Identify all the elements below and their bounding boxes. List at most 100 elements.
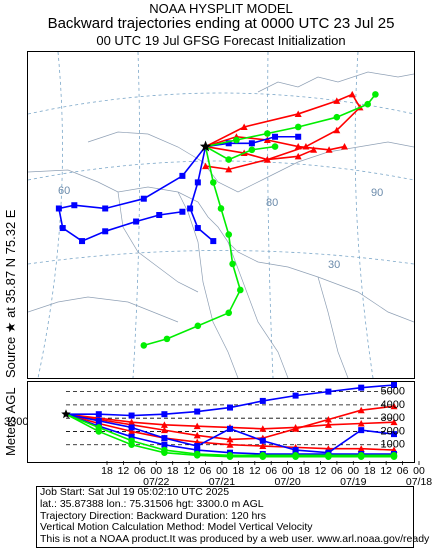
map-track-point-red-1-1	[240, 123, 248, 130]
height-point-red-2-9	[357, 419, 365, 427]
x-hour-tick-20: 00	[413, 465, 425, 477]
map-track-point-red-1-7	[302, 143, 310, 150]
map-track-point-green-8-3	[294, 123, 302, 131]
x-hour-tick-2: 12	[118, 465, 130, 477]
grid-label-80: 80	[266, 197, 278, 209]
height-point-red-3-6	[259, 442, 267, 450]
vertical-profile-chart	[61, 382, 398, 460]
lat-label-30: 30	[328, 259, 340, 271]
height-point-red-2-6	[259, 425, 267, 432]
x-tick-labels: 18 12 06 00 18 12 06 00 18 12 06 00 18 12 06 00 18 12 06 00…	[101, 461, 432, 488]
height-point-blue-5-1	[95, 417, 102, 424]
source-location-label: Source ★ at 35.87 N 75.32 E	[3, 209, 18, 378]
height-point-blue-4-4	[194, 408, 201, 415]
map-track-point-blue-6-4	[210, 238, 217, 245]
map-track-blue-4	[57, 146, 207, 242]
height-point-green-8-10	[390, 453, 398, 460]
height-point-blue-5-5	[227, 425, 233, 432]
height-point-blue-5-9	[358, 427, 365, 434]
map-track-point-green-7-9	[140, 342, 148, 349]
height-series-blue-4	[66, 384, 395, 417]
height-point-red-1-8	[324, 416, 332, 423]
x-hour-tick-5: 18	[167, 465, 179, 477]
height-point-blue-4-6	[259, 397, 266, 404]
direction-text: Trajectory Direction: Backward Duration:…	[40, 509, 267, 522]
map-track-point-green-7-6	[225, 309, 233, 317]
map-track-point-blue-6-3	[194, 225, 201, 232]
map-track-point-red-3-2	[263, 156, 271, 163]
map-track-point-blue-6-2	[187, 205, 194, 212]
height-point-blue-6-2	[128, 433, 135, 440]
x-hour-tick-17: 18	[364, 465, 376, 477]
x-hour-tick-12: 00	[282, 465, 294, 477]
map-track-green-9	[205, 145, 276, 161]
height-point-red-2-4	[193, 422, 201, 430]
height-point-red-2-10	[390, 418, 398, 426]
map-track-point-green-7-7	[194, 322, 202, 330]
job-start-text: Job Start: Sat Jul 19 05:02:10 UTC 2025	[40, 486, 230, 498]
chart-subtitle: 00 UTC 19 Jul GFSG Forecast Initializati…	[96, 33, 346, 48]
vertical-axis-label: Meters AGL	[3, 387, 18, 456]
x-hour-tick-13: 18	[298, 465, 310, 477]
height-point-blue-6-3	[161, 441, 168, 448]
map-track-point-blue-4-7	[79, 238, 86, 245]
map-track-point-blue-4-11	[179, 208, 186, 215]
chart-title: Backward trajectories ending at 0000 UTC…	[47, 15, 395, 32]
map-track-point-blue-4-3	[102, 205, 109, 212]
x-hour-tick-16: 00	[347, 465, 359, 477]
map-track-point-blue-4-8	[102, 228, 109, 235]
map-track-point-red-1-2	[294, 110, 302, 117]
x-hour-tick-4: 00	[150, 465, 162, 477]
height-point-blue-5-7	[292, 447, 299, 454]
grid-labels: 60 90 30 80	[58, 185, 383, 271]
map-track-point-green-7-2	[217, 205, 225, 212]
height-point-blue-4-2	[128, 412, 135, 419]
x-hour-tick-11: 06	[265, 465, 277, 477]
job-info-panel: Job Start: Sat Jul 19 05:02:10 UTC 2025 …	[36, 486, 429, 548]
trajectory-map: 60 90 30 80	[27, 51, 415, 379]
height-point-blue-5-2	[128, 424, 135, 431]
map-track-point-green-9-3	[271, 143, 279, 150]
map-track-point-red-3-3	[294, 152, 302, 160]
map-track-point-red-1-10	[202, 162, 210, 170]
map-track-point-green-8-5	[364, 100, 371, 108]
map-track-point-green-9-2	[248, 146, 256, 154]
start-star-icon	[61, 409, 71, 419]
x-hour-tick-1: 18	[101, 465, 113, 477]
map-track-point-green-7-3	[225, 231, 233, 238]
map-track-point-blue-4-9	[133, 218, 140, 225]
map-track-point-blue-6-1	[194, 179, 201, 186]
height-point-red-1-3	[160, 426, 168, 434]
height-point-green-8-3	[161, 449, 168, 456]
map-track-point-blue-4-6	[59, 225, 66, 232]
map-track-point-green-8-6	[372, 91, 379, 98]
map-track-point-green-9-1	[225, 156, 233, 163]
height-point-blue-4-5	[227, 404, 233, 411]
height-point-green-8-2	[128, 441, 135, 449]
height-point-blue-4-3	[161, 411, 168, 418]
x-hour-tick-15: 06	[331, 465, 343, 477]
height-point-blue-4-8	[325, 388, 332, 395]
map-track-point-blue-5-2	[248, 140, 255, 147]
map-track-point-red-1-3	[333, 97, 341, 104]
map-track-red-2	[205, 135, 345, 151]
map-track-point-blue-5-3	[272, 133, 279, 140]
map-track-point-green-8-1	[233, 136, 240, 144]
map-track-point-green-7-4	[229, 260, 236, 268]
height-point-red-2-8	[324, 421, 332, 428]
height-point-red-1-4	[193, 431, 201, 439]
map-track-point-blue-4-4	[71, 202, 78, 209]
country-borders	[27, 71, 415, 379]
map-track-point-blue-4-1	[179, 172, 186, 179]
height-point-blue-5-3	[161, 435, 168, 442]
height-point-red-3-9	[357, 445, 365, 452]
height-point-green-8-8	[325, 453, 332, 460]
height-point-blue-5-10	[391, 431, 397, 438]
map-track-point-blue-4-2	[140, 195, 147, 202]
x-hour-tick-8: 00	[216, 465, 228, 477]
height-point-red-1-9	[357, 406, 365, 414]
height-point-green-8-7	[292, 453, 299, 460]
map-track-point-red-2-4	[325, 146, 333, 153]
height-point-blue-5-6	[259, 437, 266, 444]
height-point-green-8-6	[259, 453, 267, 460]
